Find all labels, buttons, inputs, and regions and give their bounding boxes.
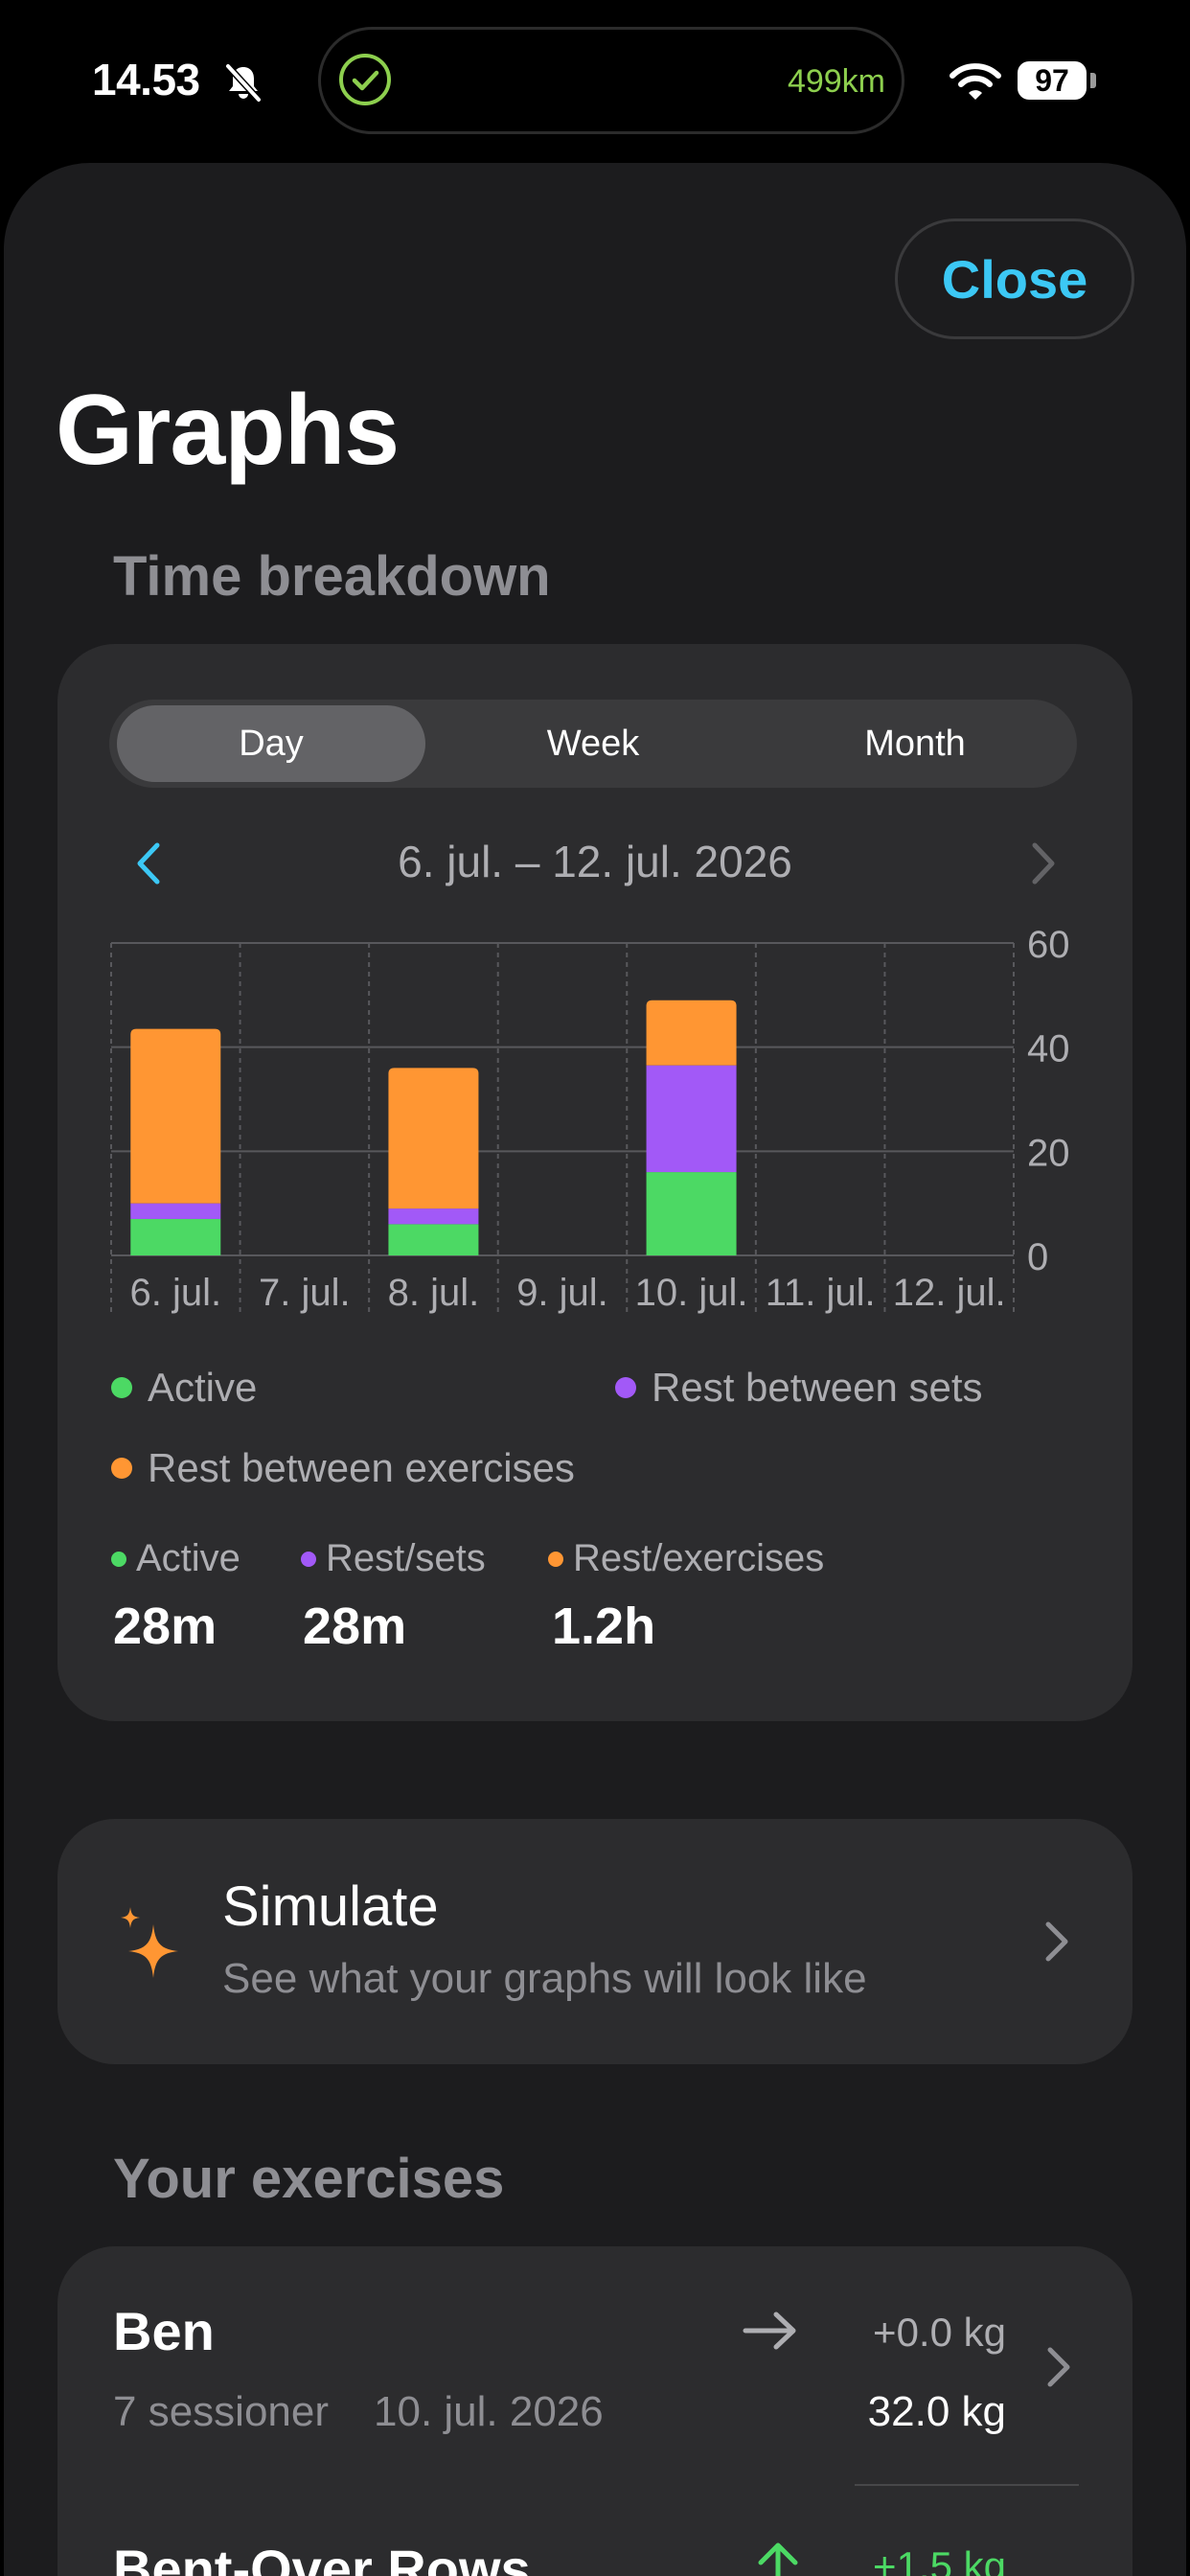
simulate-title: Simulate: [222, 1875, 439, 1938]
bar-segment: [130, 1028, 221, 1204]
x-tick-label: 6. jul.: [129, 1272, 221, 1314]
bar-segment: [388, 1068, 479, 1209]
wifi-icon: [950, 63, 1001, 100]
row-divider: [855, 2484, 1079, 2486]
legend-rest-exercises: Rest between exercises: [111, 1445, 575, 1491]
y-tick-label: 40: [1027, 1028, 1070, 1070]
stat-label-text: Active: [136, 1537, 240, 1579]
simulate-subtitle: See what your graphs will look like: [222, 1955, 867, 2002]
x-tick-label: 9. jul.: [516, 1272, 608, 1314]
y-tick-label: 60: [1027, 924, 1070, 966]
stat-dot: [548, 1551, 563, 1567]
period-segmented-control: Day Week Month: [109, 700, 1077, 788]
x-tick-label: 10. jul.: [635, 1272, 748, 1314]
exercise-name[interactable]: Ben: [113, 2301, 215, 2361]
date-range-label: 6. jul. – 12. jul. 2026: [398, 837, 792, 886]
chevron-left-icon[interactable]: [130, 840, 165, 887]
sparkles-icon: [121, 1907, 178, 1978]
arrow-right-icon: [743, 2312, 796, 2350]
status-time: 14.53: [92, 55, 200, 104]
segment-month[interactable]: Month: [864, 723, 966, 764]
exercise-date: 10. jul. 2026: [374, 2388, 604, 2435]
legend-dot: [111, 1377, 132, 1398]
stat-rest-sets-label: Rest/sets: [301, 1537, 486, 1580]
x-tick-label: 8. jul.: [388, 1272, 480, 1314]
time-breakdown-chart: 0 20 40 60 6. jul. 7. jul. 8. jul. 9. jul. 10. j…: [110, 924, 1070, 1314]
chevron-right-icon[interactable]: [1025, 840, 1060, 887]
time-breakdown-title: Time breakdown: [113, 545, 551, 608]
stat-rest-sets-value: 28m: [303, 1598, 407, 1655]
battery-level: 97: [1018, 61, 1087, 100]
bar-segment: [388, 1224, 479, 1255]
close-button[interactable]: Close: [895, 218, 1134, 339]
legend-dot: [111, 1458, 132, 1479]
stat-dot: [301, 1551, 316, 1567]
chevron-right-icon: [1045, 1921, 1068, 1962]
exercises-card: [57, 2246, 1133, 2576]
stat-rest-exercises-value: 1.2h: [552, 1598, 656, 1655]
bar-segment: [130, 1218, 221, 1255]
stat-label-text: Rest/exercises: [573, 1537, 825, 1579]
x-tick-label: 11. jul.: [766, 1272, 876, 1314]
bar-segment: [388, 1208, 479, 1225]
legend-active: Active: [111, 1365, 257, 1411]
stat-dot: [111, 1551, 126, 1567]
exercise-weight: 32.0 kg: [867, 2388, 1006, 2435]
arrow-up-icon: [758, 2542, 798, 2576]
exercise-delta: +1.5 kg: [873, 2543, 1006, 2576]
segment-week[interactable]: Week: [546, 723, 640, 764]
check-circle-icon: [339, 54, 391, 105]
exercise-delta: +0.0 kg: [873, 2310, 1006, 2355]
dynamic-island[interactable]: [318, 27, 904, 134]
time-breakdown-card: [57, 644, 1133, 1721]
bar-segment: [646, 1172, 737, 1255]
x-tick-label: 7. jul.: [259, 1272, 351, 1314]
page-title: Graphs: [56, 375, 400, 486]
y-tick-label: 20: [1027, 1132, 1070, 1174]
simulate-card[interactable]: [57, 1819, 1133, 2064]
exercise-name[interactable]: Bent-Over Rows: [113, 2539, 531, 2576]
stat-rest-exercises-label: Rest/exercises: [548, 1537, 824, 1580]
y-tick-label: 0: [1027, 1236, 1048, 1278]
x-tick-label: 12. jul.: [893, 1272, 1006, 1314]
legend-label: Rest between sets: [652, 1365, 983, 1410]
stat-active-label: Active: [111, 1537, 240, 1580]
legend-label: Active: [148, 1365, 258, 1410]
stat-label-text: Rest/sets: [326, 1537, 486, 1579]
silent-bell-icon: [225, 63, 262, 103]
bar-segment: [646, 1000, 737, 1066]
battery-nub: [1090, 73, 1096, 88]
legend-label: Rest between exercises: [148, 1445, 575, 1490]
bar-segment: [130, 1203, 221, 1219]
segment-day[interactable]: Day: [117, 705, 425, 782]
chevron-right-icon[interactable]: [1044, 2344, 1073, 2390]
legend-rest-sets: Rest between sets: [615, 1365, 983, 1411]
bar-segment: [646, 1065, 737, 1173]
legend-dot: [615, 1377, 636, 1398]
stat-active-value: 28m: [113, 1598, 217, 1655]
exercises-title: Your exercises: [113, 2148, 505, 2210]
exercise-sessions: 7 sessioner: [113, 2388, 330, 2435]
island-distance: 499km: [787, 63, 885, 100]
